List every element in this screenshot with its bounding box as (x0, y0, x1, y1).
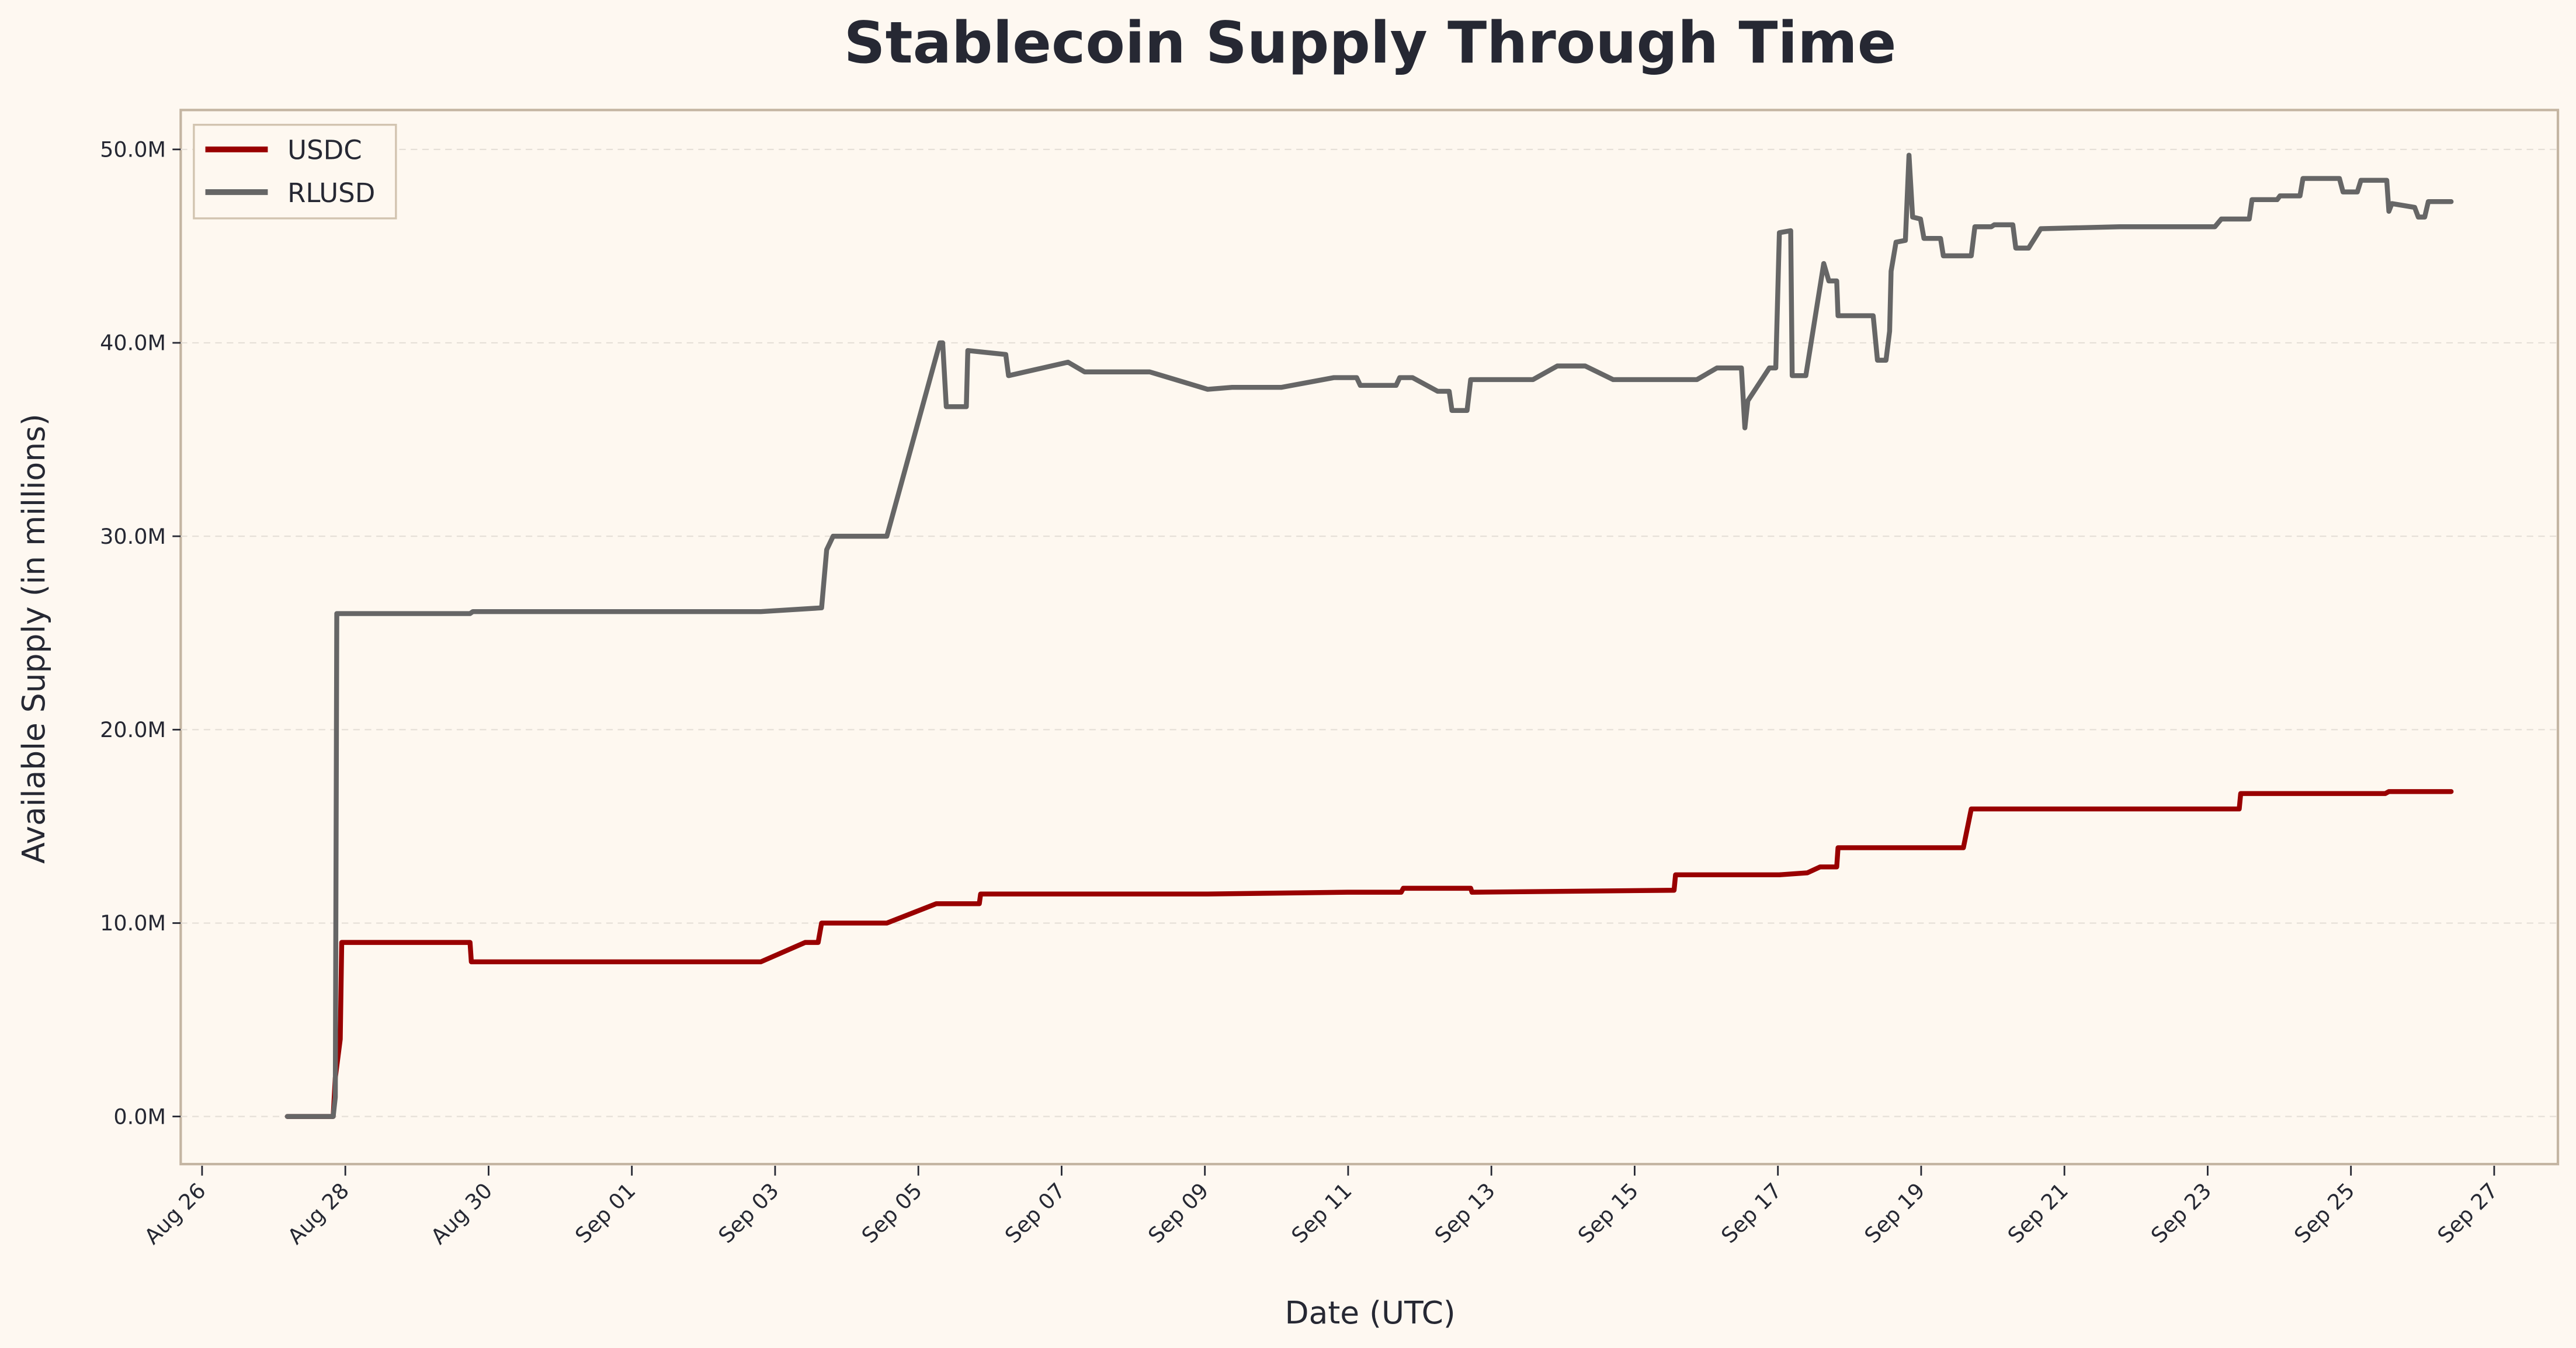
legend-box (193, 123, 397, 220)
y-tick-label: 0.0M (113, 1104, 166, 1129)
plot-area (179, 109, 2560, 1166)
legend-label-rlusd: RLUSD (287, 178, 375, 209)
y-tick-label: 30.0M (100, 524, 166, 549)
y-tick-label: 40.0M (100, 331, 166, 356)
y-tick-label: 10.0M (100, 911, 166, 936)
y-axis: 0.0M 10.0M 20.0M 30.0M 40.0M 50.0M (100, 137, 181, 1129)
legend-label-usdc: USDC (287, 135, 362, 166)
gridlines (180, 148, 2558, 1117)
chart-title: Stablecoin Supply Through Time (844, 10, 1897, 77)
series-lines (284, 152, 2454, 1119)
series-line-usdc (284, 789, 2454, 1119)
y-tick-label: 50.0M (100, 137, 166, 162)
y-tick-label: 20.0M (100, 717, 166, 742)
x-axis-label: Date (UTC) (1285, 1294, 1456, 1331)
y-axis-label: Available Supply (in millions) (15, 414, 52, 864)
series-line-rlusd (284, 152, 2454, 1119)
legend: USDC RLUSD (193, 123, 397, 220)
